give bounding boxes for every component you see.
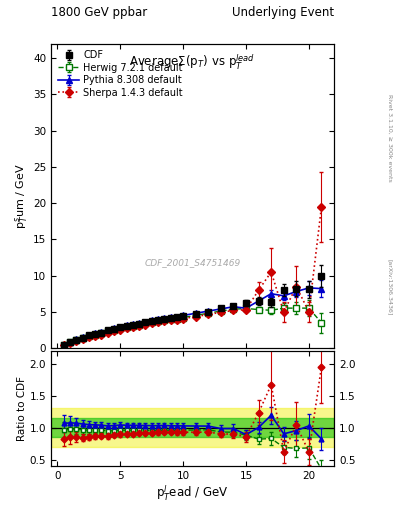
- Y-axis label: p$_T^s$um / GeV: p$_T^s$um / GeV: [13, 163, 30, 229]
- Legend: CDF, Herwig 7.2.1 default, Pythia 8.308 default, Sherpa 1.4.3 default: CDF, Herwig 7.2.1 default, Pythia 8.308 …: [56, 48, 185, 99]
- Text: CDF_2001_S4751469: CDF_2001_S4751469: [145, 259, 241, 267]
- Text: Rivet 3.1.10, ≥ 300k events: Rivet 3.1.10, ≥ 300k events: [387, 94, 392, 182]
- Text: [arXiv:1306.3436]: [arXiv:1306.3436]: [387, 259, 392, 315]
- Text: Average$\Sigma$(p$_T$) vs p$_T^{lead}$: Average$\Sigma$(p$_T$) vs p$_T^{lead}$: [129, 53, 256, 72]
- Bar: [51, 418, 334, 437]
- X-axis label: p$_T^{l}$ead / GeV: p$_T^{l}$ead / GeV: [156, 483, 229, 503]
- Text: 1800 GeV ppbar: 1800 GeV ppbar: [51, 7, 147, 19]
- Y-axis label: Ratio to CDF: Ratio to CDF: [17, 376, 27, 441]
- Bar: [51, 409, 334, 446]
- Text: Underlying Event: Underlying Event: [232, 7, 334, 19]
